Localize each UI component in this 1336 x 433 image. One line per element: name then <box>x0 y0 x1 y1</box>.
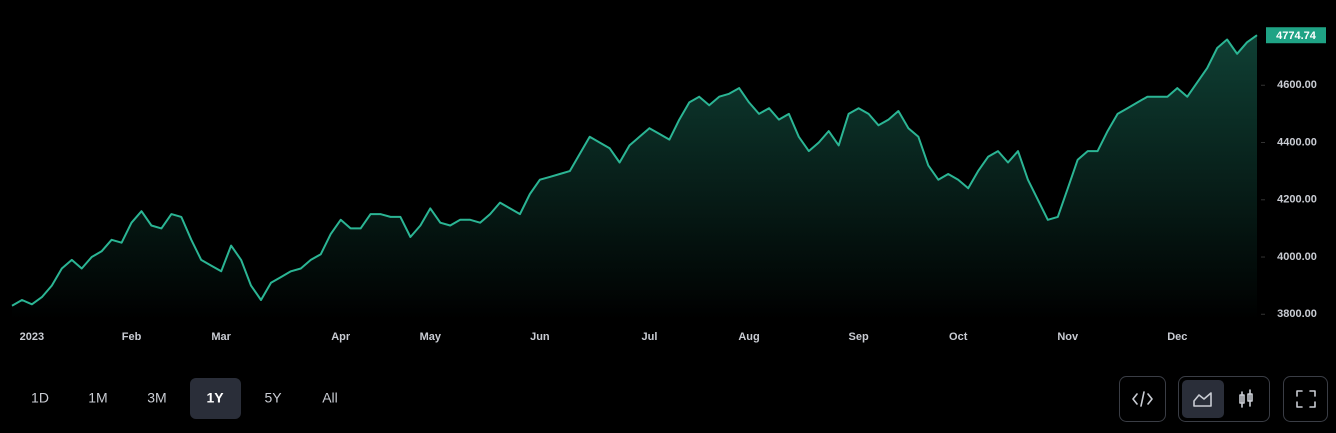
y-tick-label: 3800.00 <box>1277 308 1317 320</box>
fullscreen-button[interactable] <box>1283 376 1328 422</box>
area-fill <box>12 35 1257 320</box>
y-tick-label: 4400.00 <box>1277 136 1317 148</box>
fullscreen-icon <box>1296 390 1316 408</box>
x-tick-label: Nov <box>1057 331 1079 343</box>
y-tick-label: 4200.00 <box>1277 194 1317 206</box>
icons <box>1132 389 1316 408</box>
range-button[interactable]: 5Y <box>264 390 282 406</box>
x-tick-label: May <box>420 331 442 343</box>
range-button[interactable]: 3M <box>147 390 166 406</box>
last-price-tag <box>1266 27 1326 44</box>
x-tick-label: Jul <box>641 331 657 343</box>
y-tick-label: 4600.00 <box>1277 79 1317 91</box>
x-tick-label: Oct <box>949 331 968 343</box>
range-button[interactable]: 1Y <box>206 390 224 406</box>
toolbar <box>1119 376 1328 422</box>
range-button[interactable]: All <box>322 390 338 406</box>
x-tick-label: Sep <box>849 331 869 343</box>
candle-icon <box>1239 389 1253 408</box>
x-tick-label: Jun <box>530 331 550 343</box>
active-range-bg <box>190 378 241 419</box>
x-tick-label: Dec <box>1167 331 1187 343</box>
x-tick-label: 2023 <box>20 331 44 343</box>
embed-button[interactable] <box>1119 376 1166 422</box>
x-tick-label: Apr <box>331 331 351 343</box>
y-tick-label: 4000.00 <box>1277 251 1317 263</box>
x-tick-label: Aug <box>738 331 759 343</box>
last-price-label: 4774.74 <box>1276 30 1317 42</box>
x-tick-label: Feb <box>122 331 142 343</box>
x-tick-label: Mar <box>211 331 231 343</box>
chart-type-group <box>1178 376 1270 422</box>
range-button[interactable]: 1D <box>31 390 49 406</box>
area-icon <box>1193 392 1212 407</box>
code-icon <box>1132 391 1153 407</box>
price-line <box>11 34 1258 307</box>
range-button[interactable]: 1M <box>88 390 107 406</box>
